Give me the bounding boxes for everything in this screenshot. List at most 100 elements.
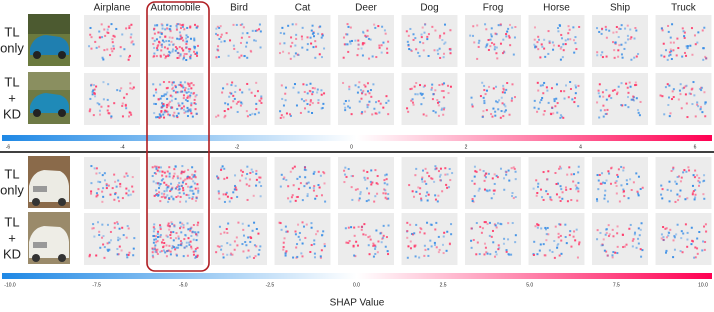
shap-pixel [513, 36, 516, 39]
shap-pixel [255, 172, 258, 175]
shap-pixel [378, 44, 381, 47]
shap-pixel [179, 200, 182, 203]
shap-pixel [477, 189, 480, 192]
shap-pixel [347, 241, 350, 244]
shap-pixel [357, 39, 360, 42]
shap-pixel [696, 237, 699, 240]
shap-pixel [670, 50, 673, 53]
shap-pixel [290, 196, 293, 199]
shap-pixel [95, 195, 98, 198]
shap-pixel [431, 83, 434, 86]
shap-pixel [541, 84, 544, 87]
shap-pixel [636, 109, 639, 112]
shap-pixel [221, 165, 224, 168]
shap-pixel [356, 54, 359, 57]
shap-pixel [95, 254, 98, 257]
shap-pixel [219, 25, 222, 28]
shap-pixel [692, 190, 695, 193]
shap-pixel [192, 84, 195, 87]
shap-pixel [110, 23, 113, 26]
shap-pixel [165, 189, 168, 192]
shap-pixel [101, 190, 104, 193]
shap-pixel [306, 48, 309, 51]
column-label: Cat [295, 3, 311, 14]
shap-pixel [633, 56, 636, 59]
shap-pixel [105, 187, 108, 190]
shap-background [338, 15, 394, 67]
shap-pixel [348, 240, 351, 243]
shap-pixel [409, 247, 412, 250]
shap-pixel [371, 113, 374, 116]
shap-pixel [683, 35, 686, 38]
shap-pixel [188, 82, 191, 85]
shap-map [401, 213, 458, 265]
shap-pixel [602, 95, 605, 98]
shap-pixel [369, 180, 372, 183]
shap-pixel [169, 234, 172, 237]
shap-pixel [255, 108, 258, 111]
shap-pixel [188, 96, 191, 99]
shap-pixel [215, 251, 218, 254]
shap-pixel [494, 250, 497, 253]
shap-pixel [694, 169, 697, 172]
shap-pixel [160, 32, 163, 35]
shap-pixel [564, 223, 567, 226]
shap-pixel [686, 231, 689, 234]
shap-pixel [570, 173, 573, 176]
shap-pixel [555, 183, 558, 186]
shap-pixel [485, 109, 488, 112]
shap-pixel [503, 177, 506, 180]
shap-pixel [116, 222, 119, 225]
shap-pixel [233, 47, 236, 50]
shap-pixel [117, 253, 120, 256]
shap-pixel [178, 31, 181, 34]
shap-pixel [421, 26, 424, 29]
shap-pixel [547, 30, 550, 33]
shap-pixel [615, 184, 618, 187]
shap-pixel [552, 44, 555, 47]
shap-pixel [598, 30, 601, 33]
shap-pixel [425, 182, 428, 185]
shap-pixel [171, 106, 174, 109]
shap-pixel [698, 231, 701, 234]
column-label: Frog [483, 3, 504, 14]
shap-pixel [309, 250, 312, 253]
shap-pixel [259, 99, 262, 102]
shap-pixel [407, 245, 410, 248]
shap-pixel [545, 233, 548, 236]
shap-pixel [621, 233, 624, 236]
shap-pixel [422, 42, 425, 45]
shap-pixel [639, 228, 642, 231]
shap-pixel [562, 116, 565, 119]
shap-pixel [101, 36, 104, 39]
shap-pixel [411, 98, 414, 101]
shap-pixel [676, 37, 679, 40]
shap-pixel [345, 175, 348, 178]
shap-pixel [537, 35, 540, 38]
shap-pixel [507, 27, 510, 30]
shap-pixel [162, 81, 165, 84]
shap-pixel [482, 170, 485, 173]
shap-pixel [284, 254, 287, 257]
shap-pixel [128, 25, 131, 28]
shap-pixel [446, 173, 449, 176]
shap-pixel [552, 112, 555, 115]
shap-pixel [185, 200, 188, 203]
shap-pixel [554, 171, 557, 174]
shap-pixel [297, 223, 300, 226]
shap-map [274, 213, 331, 265]
shap-pixel [88, 110, 91, 113]
shap-pixel [193, 102, 196, 105]
shap-map [84, 213, 140, 265]
shap-pixel [574, 97, 577, 100]
shap-pixel [498, 246, 501, 249]
shap-pixel [557, 30, 560, 33]
shap-pixel [311, 93, 314, 96]
shap-pixel [162, 195, 165, 198]
shap-pixel [305, 223, 308, 226]
shap-pixel [676, 223, 679, 226]
shap-pixel [347, 226, 350, 229]
shap-background [274, 15, 331, 67]
shap-pixel [239, 104, 242, 107]
shap-pixel [421, 176, 424, 179]
